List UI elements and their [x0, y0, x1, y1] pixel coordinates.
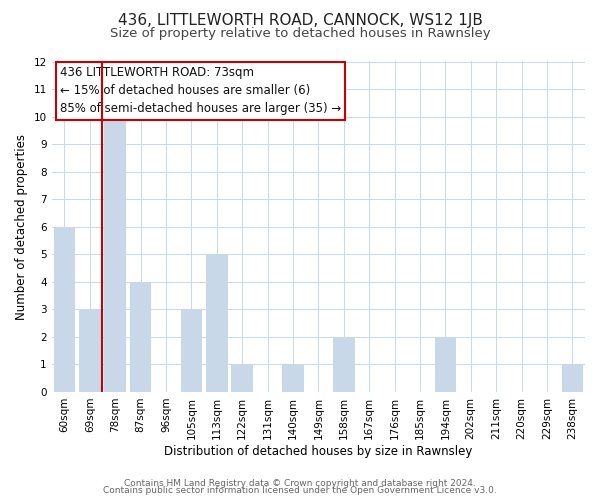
Bar: [206, 254, 227, 392]
Bar: [181, 310, 202, 392]
Bar: [434, 337, 456, 392]
Bar: [53, 226, 75, 392]
Text: Contains HM Land Registry data © Crown copyright and database right 2024.: Contains HM Land Registry data © Crown c…: [124, 478, 476, 488]
Bar: [130, 282, 151, 392]
Text: Size of property relative to detached houses in Rawnsley: Size of property relative to detached ho…: [110, 28, 490, 40]
Bar: [333, 337, 355, 392]
Text: 436 LITTLEWORTH ROAD: 73sqm
← 15% of detached houses are smaller (6)
85% of semi: 436 LITTLEWORTH ROAD: 73sqm ← 15% of det…: [59, 66, 341, 116]
Bar: [282, 364, 304, 392]
X-axis label: Distribution of detached houses by size in Rawnsley: Distribution of detached houses by size …: [164, 444, 473, 458]
Bar: [79, 310, 101, 392]
Y-axis label: Number of detached properties: Number of detached properties: [15, 134, 28, 320]
Bar: [232, 364, 253, 392]
Text: 436, LITTLEWORTH ROAD, CANNOCK, WS12 1JB: 436, LITTLEWORTH ROAD, CANNOCK, WS12 1JB: [118, 12, 482, 28]
Text: Contains public sector information licensed under the Open Government Licence v3: Contains public sector information licen…: [103, 486, 497, 495]
Bar: [562, 364, 583, 392]
Bar: [104, 116, 126, 392]
